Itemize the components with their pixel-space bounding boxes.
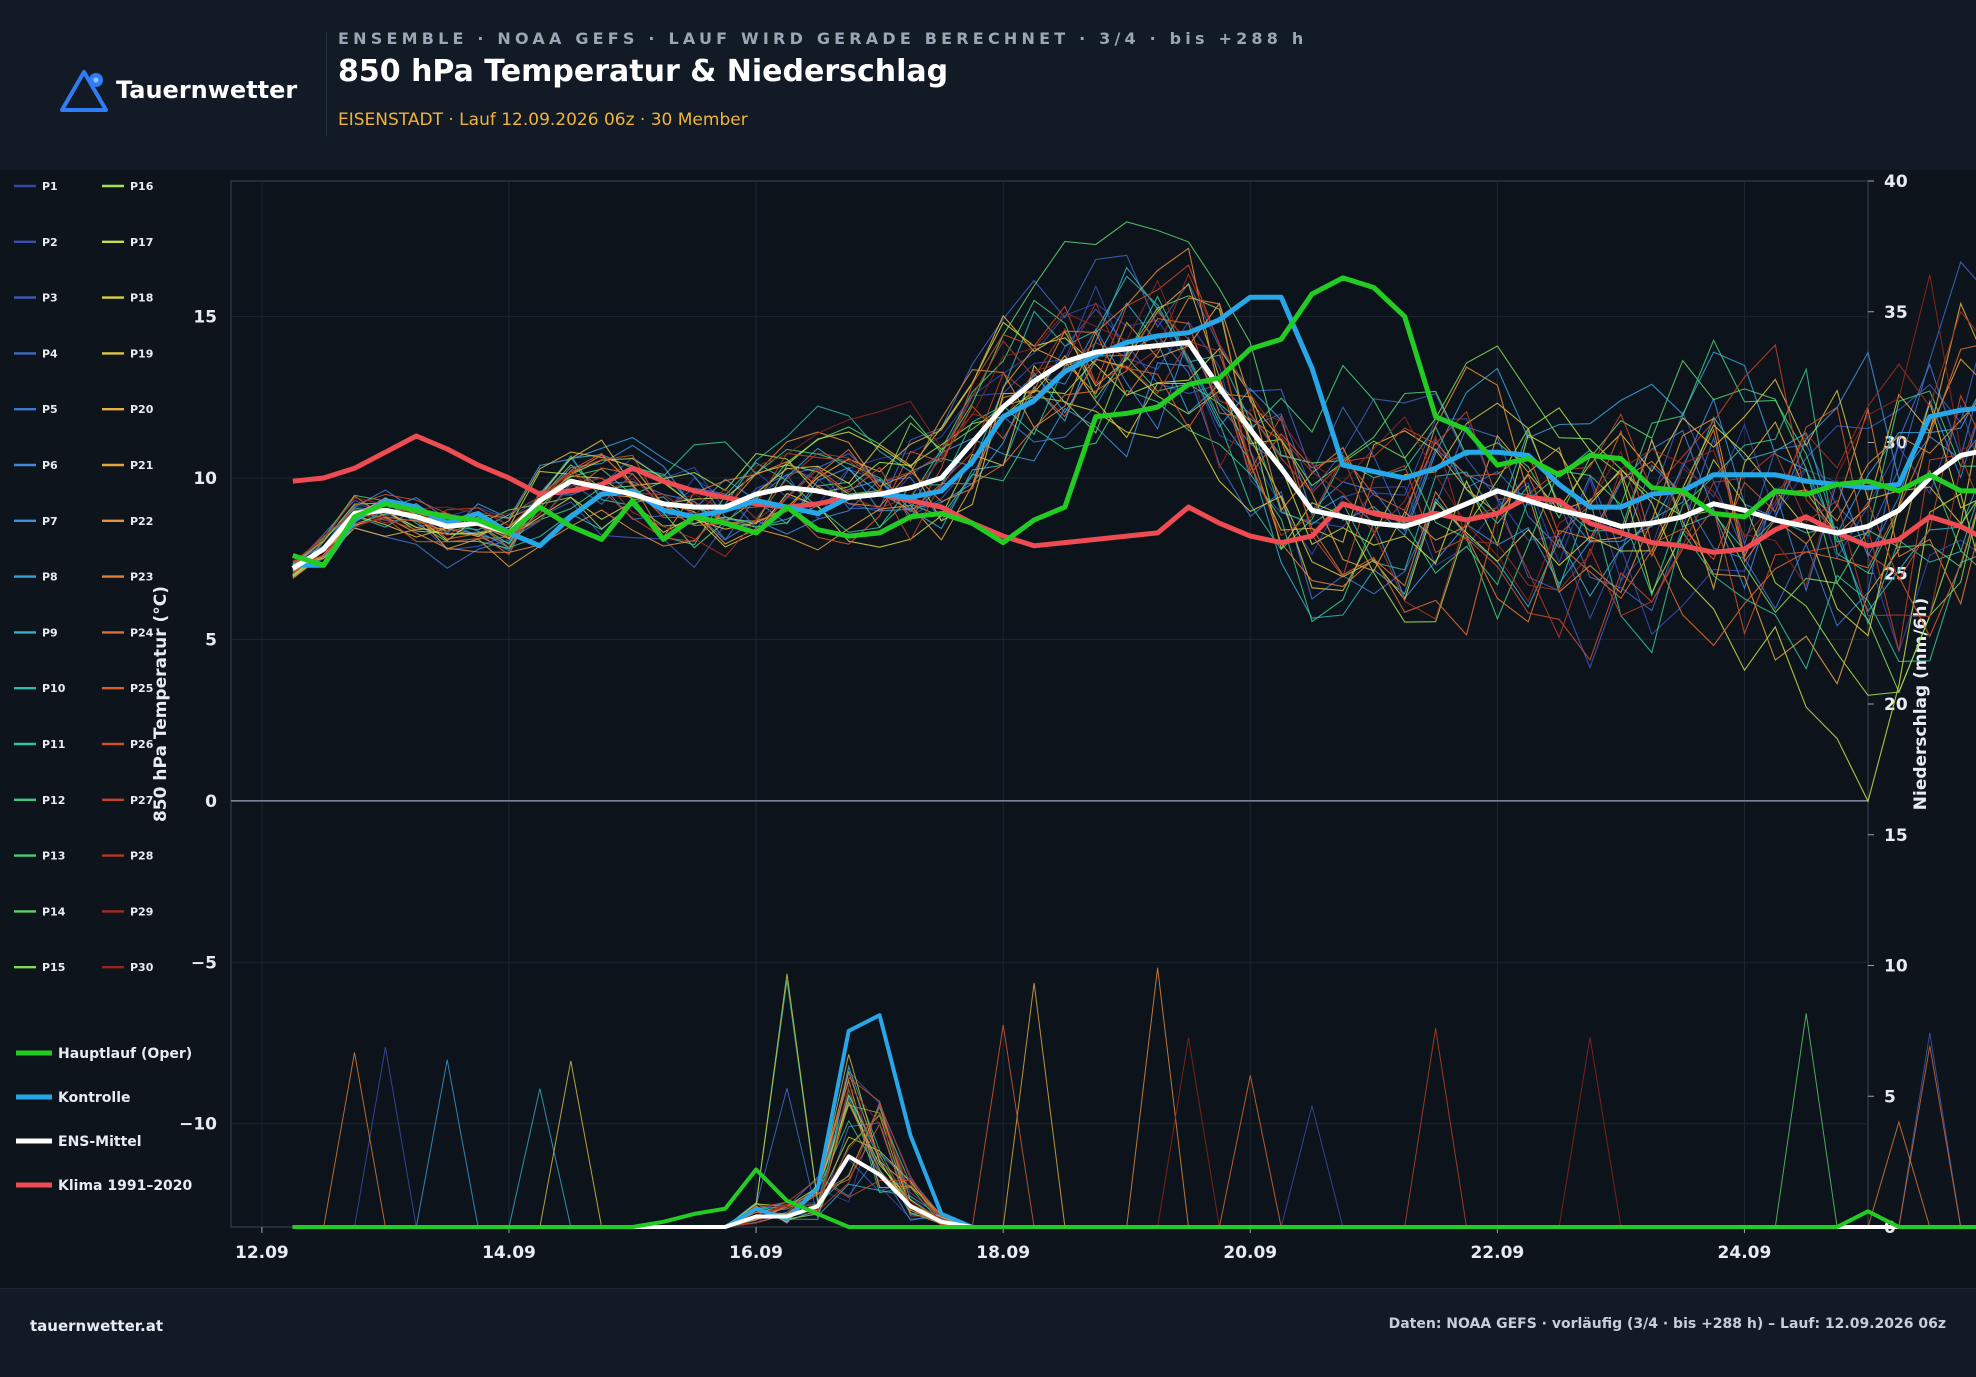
footer-site[interactable]: tauernwetter.at bbox=[30, 1317, 164, 1335]
member-temp-line-p16 bbox=[292, 358, 1976, 696]
legend-label-p13: P13 bbox=[42, 850, 65, 863]
member-temp-line-p2 bbox=[292, 284, 1976, 636]
x-tick-label: 14.09 bbox=[482, 1243, 536, 1263]
member-temp-line-p27 bbox=[292, 311, 1976, 651]
member-temp-line-p3 bbox=[292, 308, 1976, 670]
legend-label-p21: P21 bbox=[130, 459, 153, 472]
y2-tick-label: 20 bbox=[1884, 695, 1908, 715]
y2-tick-label: 5 bbox=[1884, 1087, 1896, 1107]
y-tick-label: 15 bbox=[193, 308, 217, 328]
legend-label-p4: P4 bbox=[42, 347, 58, 360]
legend-label-p20: P20 bbox=[130, 403, 154, 416]
ensemble-chart: 12.09 14.09 16.09 18.09 20.09 22.09 24.09 −10 −5… bbox=[14, 172, 1976, 1263]
x-tick-label: 24.09 bbox=[1718, 1243, 1772, 1263]
legend-oper-label: Hauptlauf (Oper) bbox=[58, 1046, 192, 1062]
plot-area bbox=[230, 180, 1869, 1228]
legend-label-p3: P3 bbox=[42, 292, 58, 305]
y2-tick-label: 35 bbox=[1884, 303, 1908, 323]
legend-label-p23: P23 bbox=[130, 571, 153, 584]
y2-tick-label: 40 bbox=[1884, 172, 1908, 192]
footer-source: Daten: NOAA GEFS · vorläufig (3/4 · bis … bbox=[1388, 1316, 1946, 1332]
run-status-kicker: ENSEMBLE · NOAA GEFS · LAUF WIRD GERADE … bbox=[338, 29, 1308, 48]
legend-label-p10: P10 bbox=[42, 682, 66, 695]
x-tick-label: 22.09 bbox=[1470, 1243, 1524, 1263]
member-temp-line-p29 bbox=[292, 272, 1976, 591]
member-temp-line-p20 bbox=[292, 283, 1976, 591]
legend-control-label: Kontrolle bbox=[58, 1090, 131, 1106]
legend-label-p27: P27 bbox=[130, 794, 153, 807]
member-temp-line-p11 bbox=[292, 295, 1976, 670]
mean-temp-line bbox=[291, 339, 1976, 571]
y-tick-label: −10 bbox=[179, 1115, 217, 1135]
legend-label-p18: P18 bbox=[130, 292, 153, 305]
legend-climate-label: Klima 1991–2020 bbox=[58, 1178, 193, 1194]
oper-precip-line bbox=[292, 1167, 1976, 1229]
legend-label-p24: P24 bbox=[130, 626, 154, 639]
legend-label-p5: P5 bbox=[42, 403, 58, 416]
brand-name: Tauernwetter bbox=[116, 76, 298, 104]
member-temp-line-p6 bbox=[292, 328, 1976, 593]
legend: P1 P2 P3 P4 P5 P6 P7 P8 P9 P10 P11 P12 P13 P14 P15 P16 P… bbox=[14, 180, 193, 1194]
triangle-pin-icon bbox=[60, 70, 108, 112]
legend-label-p8: P8 bbox=[42, 571, 58, 584]
location-run-subtitle: EISENSTADT · Lauf 12.09.2026 06z · 30 Me… bbox=[338, 110, 748, 130]
legend-label-p14: P14 bbox=[42, 905, 66, 918]
member-temp-line-p28 bbox=[292, 328, 1976, 639]
legend-label-p7: P7 bbox=[42, 515, 58, 528]
header-divider bbox=[326, 32, 327, 136]
oper-temp-line bbox=[292, 275, 1976, 568]
member-temp-line-p19 bbox=[292, 354, 1976, 592]
control-temp-line bbox=[292, 294, 1976, 568]
legend-label-p11: P11 bbox=[42, 738, 65, 751]
x-tick-label: 18.09 bbox=[976, 1243, 1030, 1263]
y-tick-label: 10 bbox=[193, 469, 217, 489]
y-tick-label: −5 bbox=[191, 953, 217, 973]
y-tick-label: 0 bbox=[205, 792, 217, 812]
legend-label-p25: P25 bbox=[130, 682, 153, 695]
member-temp-line-p23 bbox=[292, 297, 1976, 623]
x-tick-label: 20.09 bbox=[1223, 1243, 1277, 1263]
member-temp-line-p10 bbox=[292, 275, 1976, 626]
legend-mean-label: ENS-Mittel bbox=[58, 1134, 142, 1150]
x-tick-label: 12.09 bbox=[235, 1243, 289, 1263]
x-tick-label: 16.09 bbox=[729, 1243, 783, 1263]
climate-temp-line bbox=[292, 433, 1976, 555]
legend-label-p29: P29 bbox=[130, 905, 153, 918]
y-tick-label: 5 bbox=[205, 630, 217, 650]
y2-tick-label: 15 bbox=[1884, 826, 1908, 846]
y2-tick-label: 10 bbox=[1884, 957, 1908, 977]
y-axis-label: 850 hPa Temperatur (°C) bbox=[151, 586, 171, 822]
header: Tauernwetter ENSEMBLE · NOAA GEFS · LAUF… bbox=[0, 0, 1976, 170]
legend-label-p16: P16 bbox=[130, 180, 154, 193]
member-temp-line-p24 bbox=[292, 317, 1976, 647]
member-temp-lines bbox=[292, 221, 1976, 803]
footer: tauernwetter.at Daten: NOAA GEFS · vorlä… bbox=[0, 1288, 1976, 1377]
brand-logo[interactable]: Tauernwetter bbox=[60, 66, 297, 114]
legend-label-p26: P26 bbox=[130, 738, 154, 751]
legend-label-p12: P12 bbox=[42, 794, 65, 807]
legend-label-p15: P15 bbox=[42, 961, 65, 974]
member-temp-line-p22 bbox=[292, 247, 1976, 594]
legend-label-p2: P2 bbox=[42, 236, 58, 249]
legend-label-p9: P9 bbox=[42, 626, 58, 639]
legend-label-p28: P28 bbox=[130, 850, 153, 863]
page-title: 850 hPa Temperatur & Niederschlag bbox=[338, 54, 949, 89]
member-temp-line-p12 bbox=[292, 367, 1976, 623]
legend-label-p6: P6 bbox=[42, 459, 58, 472]
y2-axis-label: Niederschlag (mm/6h) bbox=[1911, 598, 1931, 810]
legend-label-p22: P22 bbox=[130, 515, 153, 528]
legend-label-p17: P17 bbox=[130, 236, 153, 249]
legend-label-p19: P19 bbox=[130, 347, 153, 360]
legend-label-p1: P1 bbox=[42, 180, 58, 193]
legend-label-p30: P30 bbox=[130, 961, 154, 974]
